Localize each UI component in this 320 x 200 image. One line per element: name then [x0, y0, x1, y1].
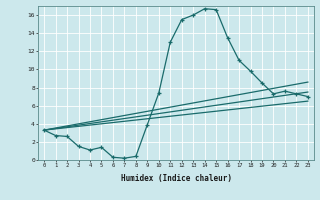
X-axis label: Humidex (Indice chaleur): Humidex (Indice chaleur): [121, 174, 231, 183]
